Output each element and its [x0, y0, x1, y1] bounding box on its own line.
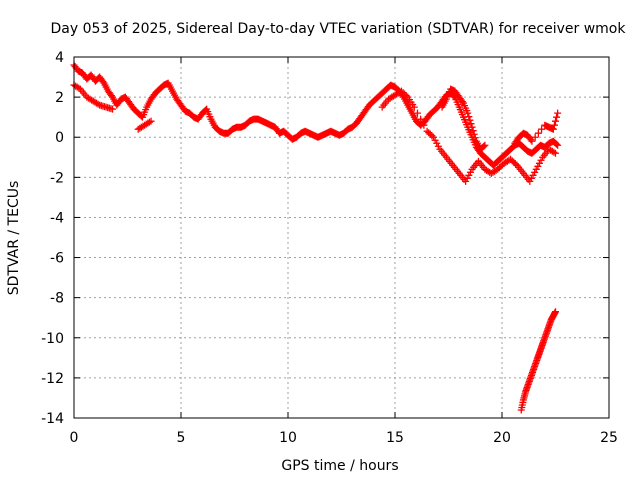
- data-point: [531, 133, 539, 141]
- data-point: [532, 165, 540, 173]
- data-point: [465, 171, 473, 179]
- data-point: [426, 130, 434, 138]
- data-point: [481, 141, 489, 149]
- data-point: [554, 141, 562, 149]
- y-tick-label: -4: [50, 210, 64, 226]
- data-point: [552, 149, 559, 157]
- data-point: [531, 168, 539, 176]
- chart-title: Day 053 of 2025, Sidereal Day-to-day VTE…: [51, 21, 627, 37]
- y-tick-label: -12: [41, 371, 64, 387]
- y-axis-label: SDTVAR / TECUs: [6, 181, 22, 296]
- series-isolated-receiver-bias: [517, 308, 559, 414]
- x-tick-label: 10: [279, 430, 297, 446]
- y-tick-label: -14: [41, 411, 64, 427]
- x-tick-label: 0: [70, 430, 79, 446]
- series-main-track: [70, 61, 562, 169]
- data-point: [94, 100, 102, 108]
- data-point: [534, 162, 542, 170]
- data-point: [428, 132, 436, 140]
- data-point: [464, 109, 472, 117]
- data-point: [497, 162, 505, 170]
- data-point: [466, 168, 474, 176]
- data-point: [480, 142, 488, 150]
- data-point: [534, 129, 542, 137]
- data-point: [528, 137, 536, 145]
- data-point: [467, 120, 475, 128]
- data-point: [554, 109, 562, 117]
- data-point: [553, 140, 561, 148]
- series-upper-branch: [438, 85, 562, 153]
- data-point: [147, 117, 155, 125]
- data-point: [538, 125, 546, 133]
- data-point: [553, 113, 561, 121]
- y-tick-label: -2: [50, 170, 64, 186]
- x-tick-label: 25: [600, 430, 618, 446]
- y-tick-label: -10: [41, 331, 64, 347]
- data-point: [399, 89, 407, 97]
- data-point: [433, 139, 441, 147]
- x-tick-label: 5: [177, 430, 186, 446]
- data-point: [527, 136, 535, 144]
- data-point: [508, 157, 516, 165]
- data-point: [527, 174, 535, 182]
- x-tick-label: 15: [386, 430, 404, 446]
- data-point: [462, 177, 470, 185]
- y-tick-label: -8: [50, 291, 64, 307]
- y-tick-label: -6: [50, 251, 64, 267]
- y-tick-label: 4: [55, 50, 64, 66]
- data-point: [463, 174, 471, 182]
- data-point: [529, 171, 537, 179]
- data-point: [410, 103, 418, 111]
- data-point: [510, 158, 518, 166]
- data-point: [107, 92, 115, 100]
- data-point: [423, 127, 431, 135]
- data-point: [99, 78, 107, 86]
- data-point: [550, 148, 558, 156]
- data-point: [465, 113, 473, 121]
- data-point: [397, 87, 405, 95]
- data-point: [470, 130, 478, 138]
- data-point: [549, 125, 557, 133]
- data-point: [417, 115, 425, 123]
- data-point: [466, 116, 474, 124]
- data-point: [494, 165, 502, 173]
- data-point: [526, 177, 534, 185]
- data-point: [471, 134, 479, 142]
- data-point: [550, 121, 558, 129]
- series-lower-branch: [70, 81, 559, 185]
- data-point: [75, 84, 83, 92]
- data-point: [420, 121, 428, 129]
- data-point: [458, 98, 466, 106]
- data-point: [552, 117, 559, 125]
- data-point: [430, 133, 438, 141]
- x-tick-label: 20: [493, 430, 511, 446]
- y-tick-label: 0: [55, 130, 64, 146]
- data-point: [425, 129, 433, 137]
- data-point: [537, 156, 545, 164]
- data-point: [413, 109, 421, 117]
- plot-frame: [73, 56, 610, 419]
- y-tick-label: 2: [55, 90, 64, 106]
- data-point: [145, 118, 153, 126]
- data-point: [434, 142, 442, 150]
- data-point: [109, 105, 117, 113]
- data-point: [511, 160, 519, 168]
- grid-lines: [74, 57, 609, 418]
- data-point: [507, 155, 515, 163]
- x-axis-label: GPS time / hours: [281, 458, 398, 474]
- data-point: [552, 308, 559, 316]
- data-point: [431, 136, 439, 144]
- data-point: [468, 123, 476, 131]
- data-point: [495, 164, 503, 172]
- data-point: [535, 159, 543, 167]
- data-point: [401, 90, 409, 98]
- data-point: [402, 92, 410, 100]
- data-point: [469, 127, 477, 135]
- data-points: [70, 61, 562, 414]
